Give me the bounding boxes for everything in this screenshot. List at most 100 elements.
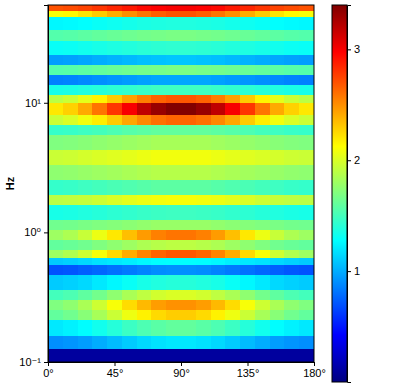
heatmap-cell	[107, 319, 122, 336]
heatmap-cell	[48, 335, 63, 348]
heatmap-cell	[151, 299, 166, 309]
heatmap-cell	[151, 179, 166, 195]
heatmap-cell	[299, 125, 314, 135]
heatmap-cell	[137, 30, 152, 41]
heatmap-cell	[299, 150, 314, 165]
heatmap-cell	[196, 239, 211, 249]
heatmap-cell	[299, 75, 314, 85]
heatmap-cell	[166, 65, 181, 76]
heatmap-cell	[63, 85, 78, 96]
heatmap-cell	[284, 230, 299, 240]
heatmap-cell	[151, 348, 166, 362]
heatmap-cell	[284, 85, 299, 96]
heatmap-cell	[137, 165, 152, 180]
heatmap-cell	[225, 179, 240, 195]
heatmap-cell	[270, 115, 285, 126]
heatmap-cell	[48, 274, 63, 289]
heatmap-cell	[48, 55, 63, 65]
heatmap-cell	[92, 30, 107, 41]
heatmap-cell	[122, 289, 137, 300]
heatmap-cell	[255, 103, 270, 115]
heatmap-cell	[211, 309, 226, 320]
heatmap-cell	[48, 85, 63, 96]
heatmap-cell	[196, 179, 211, 195]
heatmap-cell	[299, 115, 314, 126]
heatmap-cell	[166, 75, 181, 85]
heatmap-cell	[225, 335, 240, 348]
heatmap-cell	[270, 309, 285, 320]
heatmap-cell	[137, 264, 152, 274]
heatmap-cell	[211, 230, 226, 240]
heatmap-cell	[122, 299, 137, 309]
heatmap-cell	[137, 274, 152, 289]
heatmap-cell	[78, 135, 93, 150]
heatmap-cell	[225, 289, 240, 300]
heatmap-cell	[299, 103, 314, 115]
heatmap-cell	[122, 257, 137, 265]
heatmap-cell	[137, 230, 152, 240]
heatmap-cell	[166, 165, 181, 180]
heatmap-cell	[63, 125, 78, 135]
heatmap-cell	[225, 115, 240, 126]
heatmap-cell	[151, 30, 166, 41]
heatmap-cell	[107, 335, 122, 348]
heatmap-cell	[181, 219, 196, 230]
heatmap-cell	[284, 309, 299, 320]
heatmap-cell	[151, 75, 166, 85]
heatmap-cell	[166, 249, 181, 257]
heatmap-cell	[196, 103, 211, 115]
heatmap-cell	[240, 348, 255, 362]
heatmap-cell	[270, 30, 285, 41]
heatmap-cell	[240, 230, 255, 240]
heatmap-cell	[137, 135, 152, 150]
heatmap-cell	[151, 55, 166, 65]
heatmap-cell	[284, 55, 299, 65]
heatmap-cell	[48, 40, 63, 55]
heatmap-cell	[122, 335, 137, 348]
heatmap-cell	[255, 289, 270, 300]
heatmap-cell	[255, 195, 270, 206]
heatmap-cell	[240, 55, 255, 65]
heatmap-cell	[137, 309, 152, 320]
heatmap-cell	[255, 179, 270, 195]
heatmap-cell	[166, 289, 181, 300]
heatmap-cell	[137, 257, 152, 265]
heatmap-cell	[240, 335, 255, 348]
heatmap-cell	[63, 205, 78, 220]
heatmap-cell	[92, 299, 107, 309]
y-tick-mark	[44, 103, 48, 104]
heatmap-cell	[107, 150, 122, 165]
heatmap-cell	[240, 195, 255, 206]
heatmap-cell	[92, 179, 107, 195]
heatmap-cell	[122, 150, 137, 165]
heatmap-cell	[78, 103, 93, 115]
heatmap-cell	[211, 55, 226, 65]
heatmap-cell	[48, 230, 63, 240]
heatmap-cell	[225, 348, 240, 362]
heatmap-cell	[107, 205, 122, 220]
heatmap-cell	[151, 16, 166, 30]
heatmap-cell	[166, 115, 181, 126]
x-tick: 135°	[237, 362, 260, 379]
heatmap-cell	[240, 239, 255, 249]
heatmap-cell	[196, 274, 211, 289]
heatmap-cell	[284, 16, 299, 30]
heatmap-cell	[78, 309, 93, 320]
heatmap-cell	[211, 335, 226, 348]
heatmap-cell	[151, 335, 166, 348]
heatmap-cell	[284, 179, 299, 195]
heatmap-cell	[92, 65, 107, 76]
heatmap-cell	[255, 75, 270, 85]
heatmap-cell	[107, 75, 122, 85]
heatmap-cell	[284, 5, 299, 11]
heatmap-cell	[48, 249, 63, 257]
heatmap-cell	[181, 115, 196, 126]
heatmap-cell	[137, 125, 152, 135]
heatmap-cell	[92, 205, 107, 220]
heatmap-cell	[299, 230, 314, 240]
heatmap-cell	[270, 205, 285, 220]
heatmap-cell	[225, 319, 240, 336]
heatmap-cell	[166, 125, 181, 135]
heatmap-cell	[122, 115, 137, 126]
heatmap-cell	[225, 219, 240, 230]
